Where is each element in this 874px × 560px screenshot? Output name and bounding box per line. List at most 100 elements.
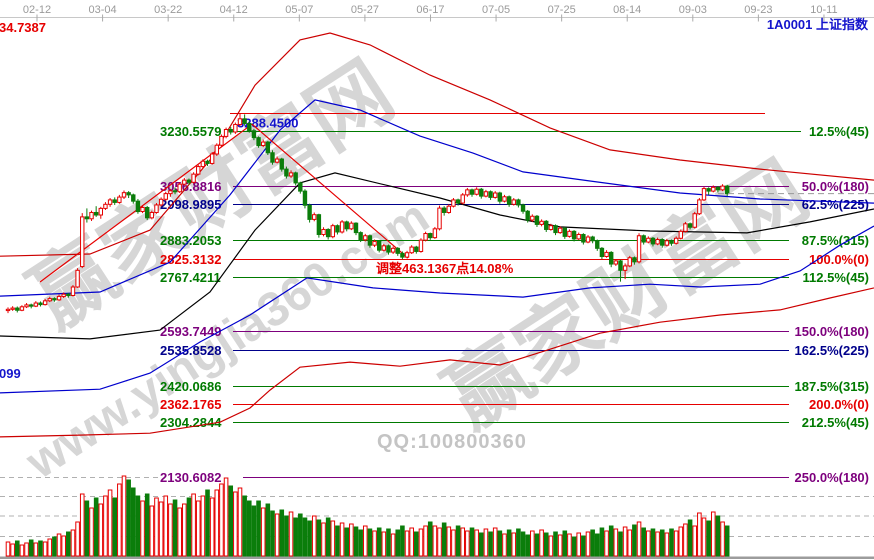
- candle: [687, 223, 693, 228]
- candle: [288, 172, 294, 177]
- volume-bar: [47, 538, 53, 557]
- candle: [627, 257, 632, 267]
- candle: [33, 302, 39, 307]
- gann-pct-label: 87.5%(315): [802, 233, 869, 248]
- volume-bar: [720, 521, 725, 557]
- candle: [242, 118, 247, 125]
- candle: [126, 192, 131, 196]
- candle: [284, 168, 289, 177]
- gann-pct-label: 50.0%(180): [802, 179, 869, 194]
- candle: [52, 298, 57, 301]
- candle: [418, 239, 424, 252]
- candle: [725, 185, 730, 195]
- lower-envelope-red: [0, 287, 874, 438]
- candle: [172, 190, 178, 193]
- candle: [581, 233, 586, 243]
- adjustment-annotation: 调整463.1367点14.08%: [376, 261, 514, 276]
- volume-bar: [42, 541, 48, 557]
- candle: [209, 153, 215, 164]
- volume-bar: [251, 505, 257, 557]
- volume-bar: [692, 525, 698, 557]
- volume-bar: [460, 527, 466, 557]
- volume-bar: [103, 495, 108, 557]
- gann-price-label: 3230.5579: [160, 124, 221, 139]
- volume-bar: [75, 521, 80, 557]
- volume-bar: [84, 500, 90, 557]
- candle: [544, 220, 549, 230]
- gann-price-label: 2362.1765: [160, 397, 221, 412]
- date-label: 02-12: [23, 4, 51, 16]
- volume-bar: [52, 536, 57, 557]
- volume-bar: [10, 543, 15, 557]
- mid-ma-black: [0, 172, 874, 340]
- volume-bar: [293, 517, 298, 557]
- volume-bar: [659, 529, 665, 557]
- candle: [636, 235, 642, 263]
- volume-bar: [186, 497, 192, 557]
- volume-bar: [284, 515, 289, 557]
- candle: [673, 237, 679, 244]
- volume-bar: [441, 522, 447, 557]
- candle: [89, 211, 94, 220]
- candle: [571, 230, 577, 240]
- candle: [428, 233, 433, 239]
- volume-bar: [112, 497, 118, 557]
- volume-bar: [168, 503, 173, 557]
- volume-bar: [520, 531, 526, 557]
- volume-bar: [274, 513, 280, 557]
- date-label: 04-12: [220, 4, 248, 16]
- candle: [335, 225, 340, 233]
- candle: [80, 216, 85, 268]
- candle: [247, 123, 252, 132]
- candle: [321, 228, 326, 235]
- volume-bar: [386, 528, 391, 557]
- candle: [219, 135, 224, 146]
- candle: [223, 128, 229, 137]
- volume-bar: [288, 511, 294, 557]
- candle: [168, 190, 173, 195]
- candle: [24, 304, 29, 308]
- volume-bar: [214, 489, 220, 557]
- volume-bar: [79, 493, 85, 557]
- volume-bar: [177, 507, 182, 557]
- volume-bar: [154, 497, 159, 557]
- volume-bar: [539, 529, 544, 557]
- candle: [344, 221, 349, 230]
- volume-bar: [474, 529, 479, 557]
- volume-bar: [135, 495, 141, 557]
- candle: [701, 188, 707, 201]
- volume-bar: [144, 493, 150, 557]
- candle: [158, 198, 164, 206]
- gann-price-label: 2883.2053: [160, 233, 221, 248]
- volume-bar: [311, 515, 317, 557]
- volume-bar: [543, 532, 549, 557]
- candle: [511, 199, 516, 205]
- volume-bar: [117, 483, 122, 557]
- volume-bar: [381, 531, 387, 557]
- volume-bar: [256, 500, 261, 557]
- volume-bar: [715, 515, 721, 557]
- candle: [400, 252, 405, 258]
- volume-bar: [246, 500, 252, 557]
- candle: [493, 192, 498, 198]
- volume-bar: [205, 489, 210, 557]
- volume-bar: [669, 528, 674, 557]
- date-label: 06-17: [416, 4, 444, 16]
- candle: [692, 213, 697, 228]
- candle: [279, 158, 284, 170]
- candle: [414, 246, 419, 252]
- candle: [390, 247, 396, 253]
- volume-bar: [516, 528, 521, 557]
- candle: [149, 211, 155, 219]
- candle: [516, 199, 521, 206]
- volume-bar: [618, 531, 623, 557]
- volume-bar: [599, 527, 605, 557]
- candle: [316, 214, 322, 235]
- volume-bar: [279, 509, 285, 557]
- gann-pct-label: 12.5%(45): [809, 124, 869, 139]
- candle: [325, 228, 331, 238]
- volume-bar: [149, 505, 155, 557]
- date-label: 05-07: [285, 4, 313, 16]
- candle: [121, 192, 127, 198]
